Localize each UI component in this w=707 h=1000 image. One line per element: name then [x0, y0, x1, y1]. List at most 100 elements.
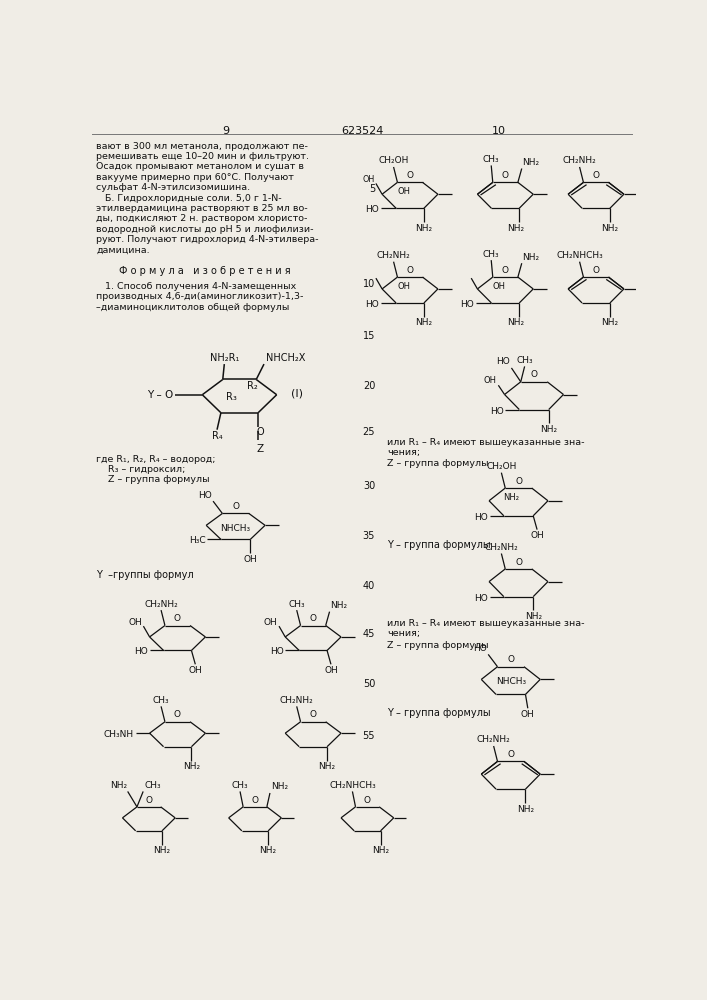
- Text: 10: 10: [492, 126, 506, 136]
- Text: O: O: [364, 796, 371, 805]
- Text: Y – O: Y – O: [147, 390, 174, 400]
- Text: O: O: [507, 750, 514, 759]
- Text: O: O: [515, 477, 522, 486]
- Text: чения;: чения;: [387, 629, 420, 638]
- Text: O: O: [530, 370, 537, 379]
- Text: O: O: [502, 266, 509, 275]
- Text: HO: HO: [366, 300, 379, 309]
- Text: 25: 25: [363, 427, 375, 437]
- Text: HO: HO: [474, 594, 489, 603]
- Text: Z – группа формулы: Z – группа формулы: [107, 475, 209, 484]
- Text: O: O: [592, 171, 600, 180]
- Text: CH₃: CH₃: [483, 155, 500, 164]
- Text: HO: HO: [460, 300, 474, 309]
- Text: руют. Получают гидрохлорид 4-N-этилвера-: руют. Получают гидрохлорид 4-N-этилвера-: [96, 235, 319, 244]
- Text: этилвердамицина растворяют в 25 мл во-: этилвердамицина растворяют в 25 мл во-: [96, 204, 308, 213]
- Text: CH₂NHCH₃: CH₂NHCH₃: [556, 251, 603, 260]
- Text: O: O: [407, 266, 414, 275]
- Text: CH₃: CH₃: [145, 781, 161, 790]
- Text: CH₃: CH₃: [516, 356, 533, 365]
- Text: водородной кислоты до pH 5 и лиофилизи-: водородной кислоты до pH 5 и лиофилизи-: [96, 225, 314, 234]
- Text: NH₂: NH₂: [259, 846, 276, 855]
- Text: 30: 30: [363, 481, 375, 491]
- Text: 45: 45: [363, 629, 375, 639]
- Text: –диаминоциклитолов общей формулы: –диаминоциклитолов общей формулы: [96, 303, 289, 312]
- Text: CH₃: CH₃: [153, 696, 170, 705]
- Text: NH₂: NH₂: [517, 805, 534, 814]
- Text: NH₂R₁: NH₂R₁: [209, 353, 239, 363]
- Text: Z – группа формулы: Z – группа формулы: [387, 459, 489, 468]
- Text: 20: 20: [363, 381, 375, 391]
- Text: NH₂: NH₂: [507, 318, 524, 327]
- Text: NH₂: NH₂: [503, 493, 519, 502]
- Text: O: O: [502, 171, 509, 180]
- Text: Ф о р м у л а   и з о б р е т е н и я: Ф о р м у л а и з о б р е т е н и я: [119, 266, 291, 276]
- Text: OH: OH: [189, 666, 202, 675]
- Text: O: O: [515, 558, 522, 567]
- Text: O: O: [310, 710, 317, 719]
- Text: ды, подкисляют 2 н. раствором хлористо-: ды, подкисляют 2 н. раствором хлористо-: [96, 214, 308, 223]
- Text: вают в 300 мл метанола, продолжают пе-: вают в 300 мл метанола, продолжают пе-: [96, 142, 308, 151]
- Text: NHCH₃: NHCH₃: [221, 524, 251, 533]
- Text: O: O: [310, 614, 317, 623]
- Text: CH₃: CH₃: [483, 250, 500, 259]
- Text: или R₁ – R₄ имеют вышеуказанные зна-: или R₁ – R₄ имеют вышеуказанные зна-: [387, 438, 584, 447]
- Text: Y – группа формулы: Y – группа формулы: [387, 708, 491, 718]
- Text: где R₁, R₂, R₄ – водород;: где R₁, R₂, R₄ – водород;: [96, 455, 216, 464]
- Text: CH₂NH₂: CH₂NH₂: [280, 696, 314, 705]
- Text: NH₂: NH₂: [183, 762, 200, 771]
- Text: 55: 55: [363, 731, 375, 741]
- Text: 15: 15: [363, 331, 375, 341]
- Text: HO: HO: [490, 407, 504, 416]
- Text: NH₂: NH₂: [110, 781, 128, 790]
- Text: CH₃NH: CH₃NH: [104, 730, 134, 739]
- Text: HO: HO: [496, 357, 510, 366]
- Text: NH₂: NH₂: [522, 253, 539, 262]
- Text: NH₂: NH₂: [416, 224, 433, 233]
- Text: O: O: [407, 171, 414, 180]
- Text: OH: OH: [521, 710, 534, 719]
- Text: HO: HO: [366, 205, 379, 214]
- Text: NHCH₂X: NHCH₂X: [266, 353, 305, 363]
- Text: OH: OH: [530, 531, 544, 540]
- Text: 9: 9: [222, 126, 229, 136]
- Text: O: O: [257, 427, 264, 437]
- Text: NH₂: NH₂: [507, 224, 524, 233]
- Text: NHCH₃: NHCH₃: [496, 677, 526, 686]
- Text: CH₂NHCH₃: CH₂NHCH₃: [329, 781, 376, 790]
- Text: NH₂: NH₂: [319, 762, 336, 771]
- Text: NH₂: NH₂: [540, 425, 557, 434]
- Text: (I): (I): [291, 388, 303, 398]
- Text: CH₂NH₂: CH₂NH₂: [484, 543, 518, 552]
- Text: O: O: [174, 710, 181, 719]
- Text: NH₂: NH₂: [522, 158, 539, 167]
- Text: Y – группа формулы: Y – группа формулы: [387, 540, 491, 550]
- Text: OH: OH: [243, 555, 257, 564]
- Text: производных 4,6-ди(аминогликозит)-1,3-: производных 4,6-ди(аминогликозит)-1,3-: [96, 292, 303, 301]
- Text: R₂: R₂: [247, 381, 257, 391]
- Text: HO: HO: [473, 644, 486, 653]
- Text: R₃: R₃: [226, 392, 237, 402]
- Text: NH₂: NH₂: [372, 846, 389, 855]
- Text: 5: 5: [369, 184, 375, 194]
- Text: 50: 50: [363, 679, 375, 689]
- Text: CH₂NH₂: CH₂NH₂: [377, 251, 411, 260]
- Text: NH₂: NH₂: [602, 224, 619, 233]
- Text: H₃C: H₃C: [189, 536, 206, 545]
- Text: Осадок промывают метанолом и сушат в: Осадок промывают метанолом и сушат в: [96, 162, 304, 171]
- Text: O: O: [507, 655, 514, 664]
- Text: CH₂NH₂: CH₂NH₂: [563, 156, 597, 165]
- Text: 40: 40: [363, 581, 375, 591]
- Text: вакууме примерно при 60°С. Получают: вакууме примерно при 60°С. Получают: [96, 173, 294, 182]
- Text: NH₂: NH₂: [153, 846, 170, 855]
- Text: 623524: 623524: [341, 126, 383, 136]
- Text: OH: OH: [264, 618, 277, 627]
- Text: 10: 10: [363, 279, 375, 289]
- Text: CH₂NH₂: CH₂NH₂: [477, 735, 510, 744]
- Text: HO: HO: [134, 647, 148, 656]
- Text: или R₁ – R₄ имеют вышеуказанные зна-: или R₁ – R₄ имеют вышеуказанные зна-: [387, 619, 584, 628]
- Text: NH₂: NH₂: [602, 318, 619, 327]
- Text: HO: HO: [198, 491, 211, 500]
- Text: OH: OH: [128, 618, 142, 627]
- Text: дамицина.: дамицина.: [96, 246, 150, 255]
